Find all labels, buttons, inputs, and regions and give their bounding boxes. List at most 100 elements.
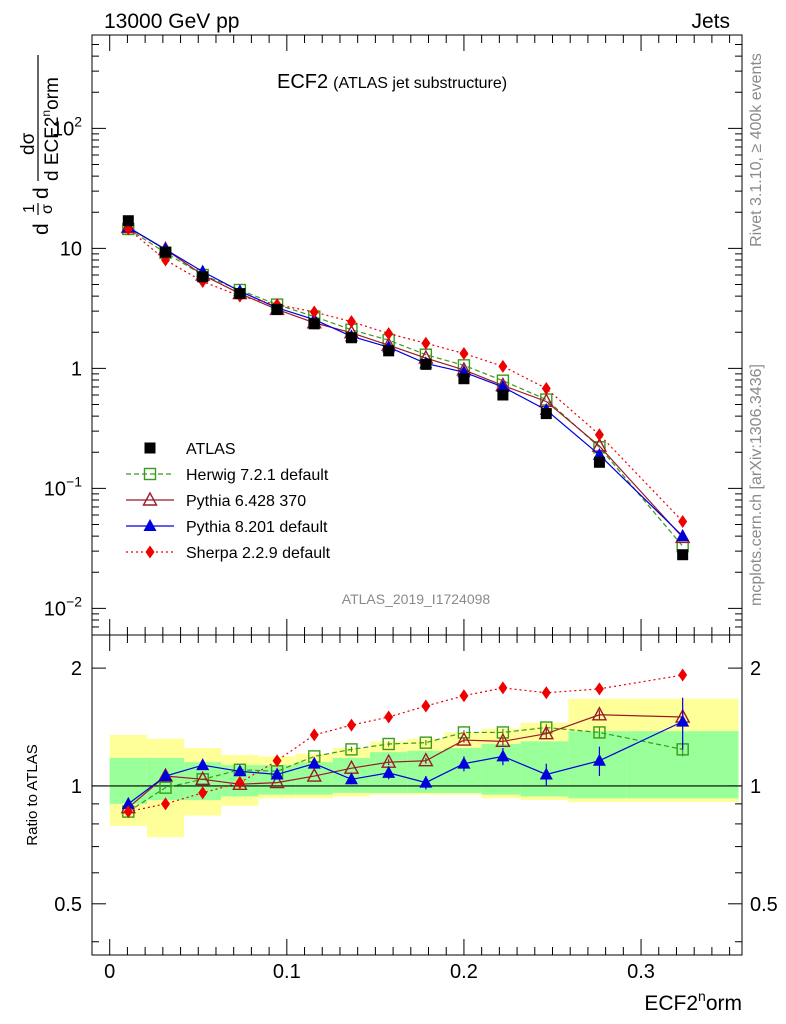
main-point-atlas [308, 318, 320, 330]
ratio-point-sherpa-2-2-9-default [235, 776, 245, 790]
ytick-exponent: −1 [66, 473, 82, 489]
ratio-point-pythia-6-428-370 [591, 706, 608, 721]
main-point-atlas [160, 246, 172, 258]
legend-entry-pythia-6-428-370: Pythia 6.428 370 [126, 491, 306, 510]
main-ytick-label-1: 1 [71, 358, 82, 380]
ratio-panel-frame [91, 634, 743, 956]
ratio-point-sherpa-2-2-9-default [421, 699, 431, 713]
ratio-point-pythia-6-428-370 [269, 774, 285, 789]
ratio-point-pythia-6-428-370 [418, 752, 434, 767]
main-point-atlas [271, 303, 283, 315]
main-point-atlas [593, 456, 605, 468]
x-axis-label-main: ECF2 [644, 992, 698, 1015]
ratio-point-herwig-7-2-1-default [345, 743, 358, 756]
main-line-pythia-8-201-default [128, 226, 684, 537]
x-tick-label: 0.3 [627, 961, 655, 983]
plot-title-main: ECF2 [277, 71, 328, 93]
main-point-atlas [122, 215, 134, 227]
legend-label: Pythia 6.428 370 [186, 493, 306, 510]
ratio-ytick-label-left: 0.5 [54, 894, 82, 916]
legend-entry-sherpa-2-2-9-default: Sherpa 2.2.9 default [126, 545, 331, 562]
ytick-mantissa: 10 [44, 598, 66, 620]
ratio-point-pythia-8-201-default [539, 767, 553, 780]
legend-label: ATLAS [186, 441, 236, 458]
legend-entry-herwig-7-2-1-default: Herwig 7.2.1 default [126, 467, 329, 484]
main-point-sherpa-2-2-9-default [421, 336, 431, 350]
ratio-point-sherpa-2-2-9-default [161, 797, 171, 811]
ratio-ytick-label-right: 1 [750, 776, 761, 798]
main-point-sherpa-2-2-9-default [541, 381, 551, 395]
main-point-atlas [383, 345, 395, 357]
main-line-sherpa-2-2-9-default [127, 228, 684, 522]
ratio-point-pythia-8-201-default [307, 756, 321, 769]
main-point-atlas [345, 332, 357, 344]
main-point-atlas [677, 549, 689, 561]
ratio-panel: 0 0.1 0.2 0.3 0.5 0.5 1 1 2 2 [54, 634, 778, 983]
ratio-point-pythia-6-428-370 [456, 731, 472, 746]
ratio-point-pythia-8-201-default [196, 758, 210, 771]
ratio-point-pythia-6-428-370 [306, 767, 322, 782]
ratio-point-sherpa-2-2-9-default [678, 668, 688, 682]
inner-band-bin [109, 757, 147, 804]
main-point-atlas [197, 271, 209, 283]
main-point-sherpa-2-2-9-default [309, 305, 319, 319]
ratio-series-sherpa-2-2-9-default [123, 668, 688, 819]
ytick-exponent: −2 [66, 593, 82, 609]
main-point-sherpa-2-2-9-default [384, 327, 394, 341]
ratio-point-pythia-8-201-default [344, 772, 358, 785]
plot-title: ECF2 (ATLAS jet substructure) [277, 71, 507, 93]
ytick-exponent: 2 [74, 113, 82, 129]
ratio-point-pythia-8-201-default [676, 714, 690, 727]
ylabel-decf2-sup: n [39, 110, 53, 117]
inner-band-bin [520, 741, 569, 797]
ylabel-one: 1 [21, 204, 38, 213]
main-ytick-label-0.01: 10−2 [44, 593, 82, 620]
main-line-herwig-7-2-1-default [127, 228, 684, 547]
ytick-mantissa: 10 [52, 118, 74, 140]
ratio-line-sherpa-2-2-9-default [128, 674, 683, 813]
x-axis-label-sup: n [698, 988, 706, 1004]
main-ytick-label-0.1: 10−1 [44, 473, 82, 500]
ratio-point-pythia-8-201-default [457, 756, 471, 769]
ratio-point-pythia-6-428-370 [195, 770, 211, 785]
legend-entry-pythia-8-201-default: Pythia 8.201 default [126, 519, 328, 536]
legend-marker [142, 491, 158, 506]
main-point-sherpa-2-2-9-default [498, 359, 508, 373]
mcplots-source-label: mcplots.cern.ch [arXiv:1306.3436] [748, 364, 765, 606]
legend-marker [144, 442, 156, 454]
ratio-point-sherpa-2-2-9-default [594, 682, 604, 696]
ylabel-sigma: σ [39, 204, 56, 214]
ratio-ytick-label-right: 0.5 [750, 894, 778, 916]
x-axis-label-tail: orm [706, 992, 742, 1015]
ylabel-decf2-tail: orm [42, 77, 63, 110]
legend-marker [143, 519, 157, 531]
ratio-series-pythia-8-201-default [121, 697, 690, 809]
legend: ATLAS Herwig 7.2.1 default Pythia 6.428 37… [126, 441, 331, 562]
ratio-point-herwig-7-2-1-default [159, 781, 172, 794]
ratio-point-sherpa-2-2-9-default [198, 786, 208, 800]
ratio-point-pythia-8-201-default [233, 764, 247, 777]
header-process: 13000 GeV pp [104, 10, 239, 33]
ratio-point-sherpa-2-2-9-default [272, 754, 282, 768]
main-point-pythia-8-201-default [496, 379, 510, 392]
main-point-sherpa-2-2-9-default [594, 428, 604, 442]
main-series-atlas [122, 215, 689, 561]
analysis-tag: ATLAS_2019_I1724098 [342, 591, 491, 607]
ratio-uncertainty-bands [109, 698, 739, 838]
x-tick-label: 0.2 [450, 961, 478, 983]
ratio-point-pythia-8-201-default [121, 796, 135, 809]
ratio-point-pythia-6-428-370 [538, 725, 554, 740]
ylabel-d: d [30, 223, 53, 235]
ratio-point-pythia-8-201-default [419, 775, 433, 788]
ratio-point-sherpa-2-2-9-default [541, 686, 551, 700]
main-point-atlas [540, 408, 552, 420]
ratio-point-herwig-7-2-1-default [593, 726, 606, 739]
header-category: Jets [691, 10, 730, 33]
legend-entry-atlas: ATLAS [144, 441, 236, 458]
main-point-sherpa-2-2-9-default [459, 347, 469, 361]
ratio-point-herwig-7-2-1-default [382, 737, 395, 751]
legend-label: Herwig 7.2.1 default [186, 467, 329, 484]
main-point-atlas [234, 288, 246, 300]
